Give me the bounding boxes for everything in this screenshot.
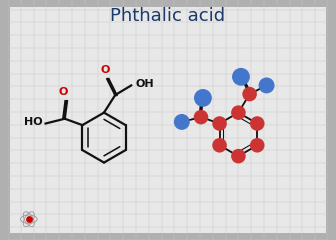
Point (238, 75, 244, 79)
Text: HO: HO (25, 117, 43, 127)
Point (217, 143, 222, 147)
Text: O: O (58, 87, 68, 97)
Point (26, 217, 32, 221)
Point (200, 96, 206, 100)
Point (198, 115, 204, 119)
Point (217, 122, 222, 126)
Text: O: O (101, 65, 110, 75)
Point (255, 122, 260, 126)
Point (247, 92, 252, 96)
Text: Phthalic acid: Phthalic acid (111, 7, 225, 25)
Point (255, 143, 260, 147)
Point (236, 154, 241, 158)
Text: OH: OH (135, 79, 154, 89)
Point (179, 120, 184, 124)
Point (236, 111, 241, 114)
Point (264, 84, 269, 87)
